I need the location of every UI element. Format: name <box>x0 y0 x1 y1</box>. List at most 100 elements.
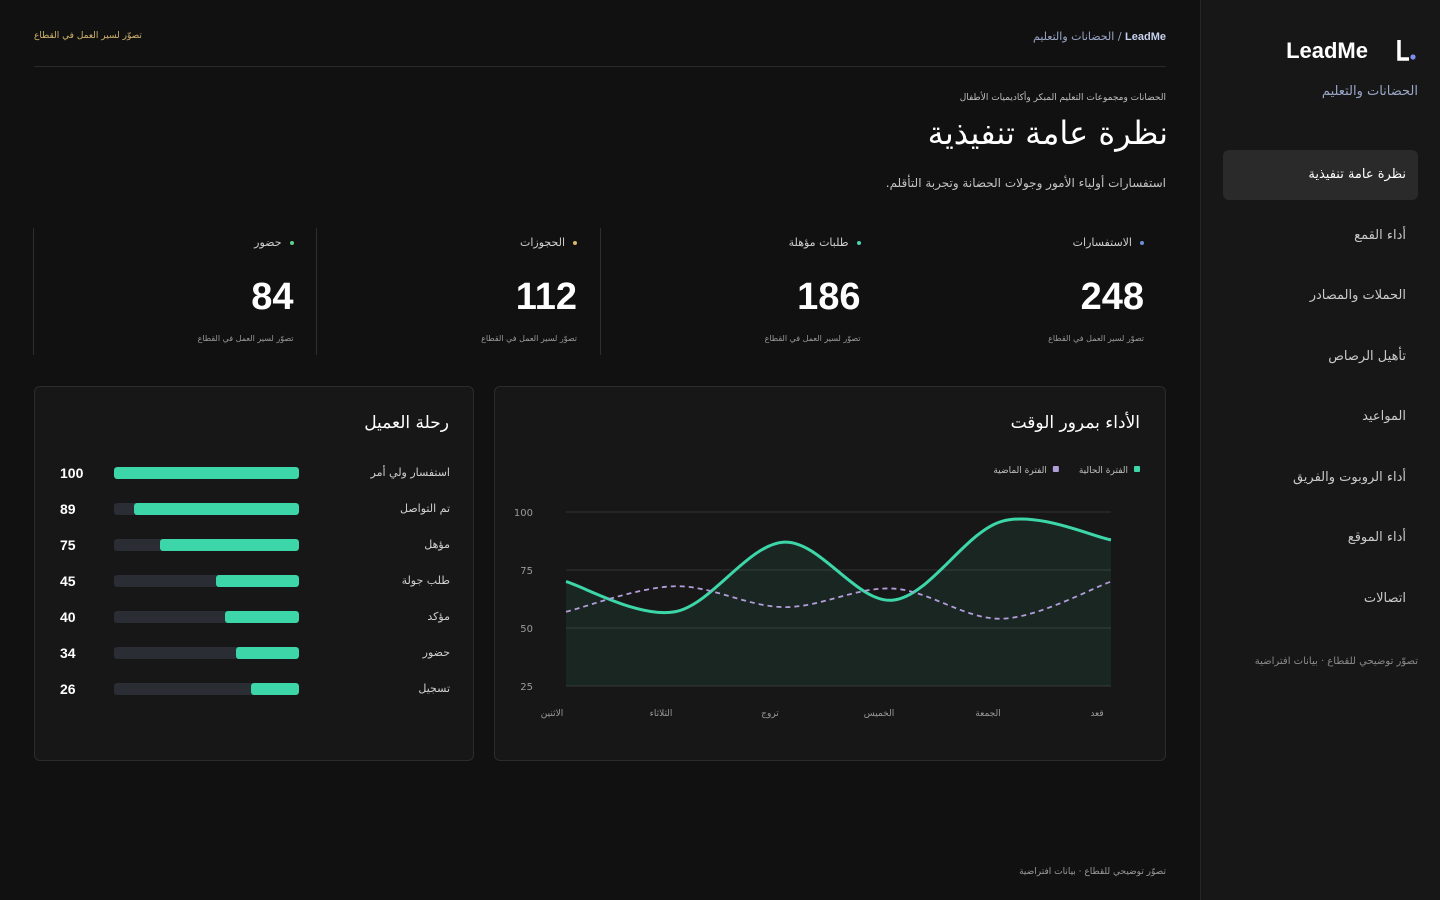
nav-item[interactable]: نظرة عامة تنفيذية <box>1223 150 1418 200</box>
legend-label: الفترة الحالية <box>1079 466 1128 476</box>
x-tick-label: الجمعة <box>975 709 1000 719</box>
funnel-track <box>114 611 299 623</box>
kpi-card: حضور 84 تصوّر لسير العمل في القطاع <box>32 228 316 355</box>
funnel-track <box>114 575 299 587</box>
funnel-value: 45 <box>60 573 76 589</box>
kpi-dot <box>856 241 861 245</box>
nav-item[interactable]: المواعيد <box>1362 409 1406 424</box>
breadcrumb-section: الحضانات والتعليم <box>1033 30 1115 43</box>
funnel-value: 34 <box>60 645 76 661</box>
funnel-label: تسجيل <box>418 682 450 695</box>
kpi-dot <box>573 241 577 245</box>
funnel-bar <box>250 683 299 695</box>
kpi-note: تصوّر لسير العمل في القطاع <box>197 334 294 343</box>
legend-label: الفترة الماضية <box>993 466 1046 476</box>
kpi-value: 186 <box>797 276 861 318</box>
x-tick-label: الثلاثاء <box>650 709 673 719</box>
funnel-value: 100 <box>60 465 84 481</box>
y-tick-label: 100 <box>514 508 533 519</box>
kpi-label-wrap: حضور <box>254 236 294 249</box>
x-tick-label: قعد <box>1090 709 1103 719</box>
page-title: نظرة عامة تنفيذية <box>927 114 1168 152</box>
funnel-label: طلب جولة <box>401 574 450 587</box>
sidebar-note: تصوّر توضيحي للقطاع · بيانات افتراضية <box>1254 656 1418 667</box>
y-tick-label: 50 <box>520 624 533 635</box>
nav-item[interactable]: أداء القمع <box>1354 227 1406 243</box>
kpi-note: تصوّر لسير العمل في القطاع <box>481 334 577 343</box>
kpi-dot <box>1140 241 1144 245</box>
brand-subtitle: الحضانات والتعليم <box>1321 84 1418 99</box>
y-tick-label: 75 <box>520 566 533 577</box>
funnel-label: مؤهل <box>424 538 450 551</box>
funnel-row: 34 حضور <box>35 643 474 663</box>
kpi-label: طلبات مؤهلة <box>788 236 849 249</box>
funnel-value: 26 <box>60 681 76 697</box>
nav-item[interactable]: أداء الموقع <box>1347 530 1406 545</box>
line <box>565 580 1112 620</box>
kpi-value: 248 <box>1080 276 1144 318</box>
funnel-row: 75 مؤهل <box>35 535 474 555</box>
nav-item[interactable]: تأهيل الرصاص <box>1328 348 1406 364</box>
x-tick-label: الاثنين <box>541 709 563 719</box>
area <box>566 518 1111 686</box>
funnel-bar <box>134 503 299 515</box>
funnel-label: تم التواصل <box>399 502 450 515</box>
kpi-label-wrap: الحجوزات <box>520 236 577 249</box>
funnel-track <box>114 539 299 551</box>
kpi-divider <box>32 228 34 355</box>
legend-swatch <box>1052 466 1059 472</box>
funnel-row: 89 تم التواصل <box>35 499 474 519</box>
funnel-track <box>114 467 299 479</box>
page-subtitle: استفسارات أولياء الأمور وجولات الحضانة و… <box>885 176 1166 190</box>
funnel-value: 75 <box>60 537 76 553</box>
funnel-track <box>114 647 299 659</box>
funnel-value: 89 <box>60 501 76 517</box>
breadcrumb-brand[interactable]: LeadMe <box>1125 31 1166 43</box>
funnel-row: 26 تسجيل <box>35 679 474 699</box>
line <box>565 517 1112 615</box>
nav-item[interactable]: الحملات والمصادر <box>1309 288 1406 303</box>
divider <box>34 66 1166 67</box>
funnel-bar <box>114 467 299 479</box>
funnel-track <box>114 683 299 695</box>
funnel-bar <box>236 647 299 659</box>
breadcrumb: LeadMe / الحضانات والتعليم <box>1033 30 1166 43</box>
funnel-value: 40 <box>60 609 76 625</box>
x-tick-label: تروج <box>761 709 779 719</box>
funnel-label: حضور <box>422 646 450 659</box>
funnel-row: 100 استفسار ولي أمر <box>35 463 474 483</box>
funnel-bar <box>215 575 299 587</box>
kpi-card: الحجوزات 112 تصوّر لسير العمل في القطاع <box>316 228 599 355</box>
card-title: رحلة العميل <box>364 413 449 433</box>
nav-item[interactable]: اتصالات <box>1363 590 1406 606</box>
x-tick-label: الخميس <box>864 709 894 719</box>
funnel-label: استفسار ولي أمر <box>370 466 450 479</box>
kpi-label-wrap: طلبات مؤهلة <box>789 236 861 249</box>
line-chart: 25 50 75 100 الاثنين الثلاثاء تروج الخميس الجمعة… <box>514 466 1140 719</box>
kpi-label-wrap: الاستفسارات <box>1073 236 1144 249</box>
funnel-label: مؤكد <box>427 610 450 623</box>
funnel-bar <box>225 611 299 623</box>
kpi-card: الاستفسارات 248 تصوّر لسير العمل في القطاع <box>883 228 1166 355</box>
kpi-label: حضور <box>254 236 282 249</box>
eyebrow: الحضانات ومجموعات التعليم المبكر وأكاديم… <box>959 93 1166 103</box>
kpi-value: 112 <box>515 276 577 318</box>
kpi-label: الاستفسارات <box>1072 236 1132 249</box>
funnel-track <box>114 503 299 515</box>
kpi-card: طلبات مؤهلة 186 تصوّر لسير العمل في القطاع <box>599 228 883 355</box>
funnel-bar <box>160 539 299 551</box>
funnel-row: 40 مؤكد <box>35 607 474 627</box>
kpi-value: 84 <box>251 276 294 318</box>
footer-note: تصوّر توضيحي للقطاع · بيانات افتراضية <box>1019 867 1166 877</box>
brand: LeadMe <box>1286 38 1368 63</box>
kpi-divider <box>316 228 317 355</box>
breadcrumb-separator: / <box>1117 30 1122 43</box>
line-card: الأداء بمرور الوقت 25 50 75 100 الاثنين الثلا… <box>494 386 1166 761</box>
card-title: الأداء بمرور الوقت <box>1010 413 1140 433</box>
nav-item[interactable]: أداء الروبوت والفريق <box>1292 469 1406 485</box>
kpi-note: تصوّر لسير العمل في القطاع <box>764 334 861 343</box>
funnel-row: 45 طلب جولة <box>35 571 474 591</box>
y-tick-label: 25 <box>520 682 533 693</box>
kpi-note: تصوّر لسير العمل في القطاع <box>1048 334 1144 343</box>
